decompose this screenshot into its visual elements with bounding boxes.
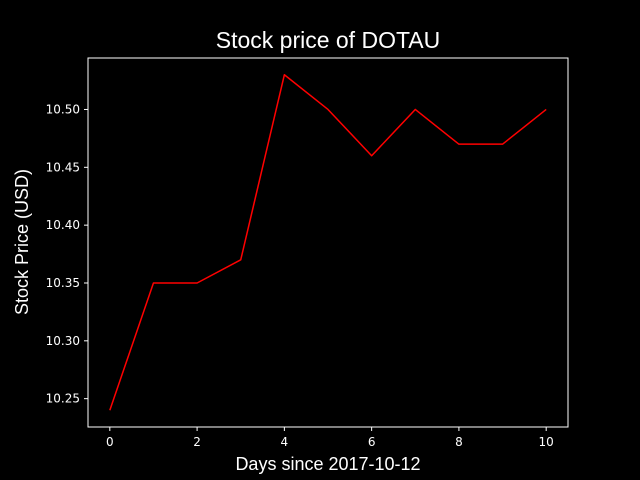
x-tick-label: 6 bbox=[368, 435, 376, 449]
x-tick-label: 4 bbox=[281, 435, 289, 449]
x-axis-label: Days since 2017-10-12 bbox=[235, 454, 420, 474]
y-tick-label: 10.25 bbox=[46, 392, 80, 406]
series-layer bbox=[109, 74, 547, 411]
x-tick-label: 8 bbox=[455, 435, 463, 449]
y-tick-label: 10.50 bbox=[46, 102, 80, 116]
x-tick-label: 10 bbox=[539, 435, 554, 449]
x-tick-label: 2 bbox=[193, 435, 201, 449]
y-tick-label: 10.35 bbox=[46, 276, 80, 290]
y-axis: 10.25 10.30 10.35 10.40 10.45 10.50 bbox=[46, 102, 88, 406]
chart-title: Stock price of DOTAU bbox=[216, 27, 441, 53]
y-tick-label: 10.45 bbox=[46, 160, 80, 174]
y-axis-label: Stock Price (USD) bbox=[12, 169, 32, 315]
x-tick-label: 0 bbox=[106, 435, 114, 449]
x-axis: 0 2 4 6 8 10 bbox=[106, 427, 554, 449]
y-tick-label: 10.40 bbox=[46, 218, 80, 232]
plot-frame bbox=[87, 57, 569, 428]
y-tick-label: 10.30 bbox=[46, 334, 80, 348]
